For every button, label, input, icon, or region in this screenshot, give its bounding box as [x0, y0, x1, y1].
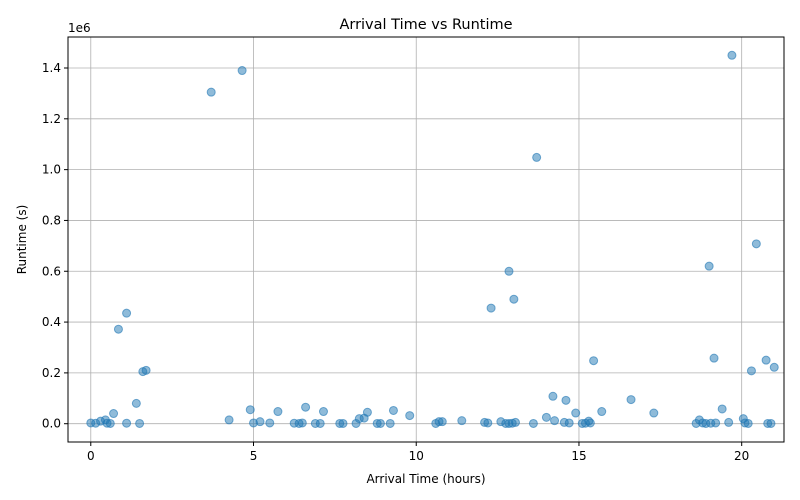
- data-point: [105, 418, 115, 428]
- data-point: [483, 418, 493, 428]
- x-axis-label: Arrival Time (hours): [366, 472, 485, 486]
- y-tick-label: 1.2: [42, 112, 61, 126]
- data-point: [122, 308, 132, 318]
- data-point: [766, 418, 776, 428]
- data-point: [457, 416, 467, 426]
- y-tick-label: 0.4: [42, 315, 61, 329]
- data-point: [486, 303, 496, 313]
- data-point: [571, 408, 581, 418]
- data-point: [255, 417, 265, 427]
- y-tick-label: 0.2: [42, 366, 61, 380]
- data-point: [711, 418, 721, 428]
- data-point: [597, 407, 607, 417]
- x-tick-label: 0: [87, 449, 95, 463]
- data-point: [388, 405, 398, 415]
- points-layer: [86, 50, 779, 428]
- y-axis-label: Runtime (s): [15, 205, 29, 275]
- data-point: [338, 418, 348, 428]
- data-point: [509, 294, 519, 304]
- y-tick-label: 1.0: [42, 163, 61, 177]
- data-point: [717, 404, 727, 414]
- data-point: [122, 418, 132, 428]
- data-point: [528, 418, 538, 428]
- data-point: [626, 395, 636, 405]
- data-point: [709, 353, 719, 363]
- data-point: [265, 418, 275, 428]
- y-tick-label: 0.0: [42, 417, 61, 431]
- data-point: [318, 407, 328, 417]
- data-point: [589, 356, 599, 366]
- data-point: [245, 405, 255, 415]
- plot-area-frame: [67, 36, 785, 443]
- data-point: [724, 417, 734, 427]
- x-tick-label: 20: [734, 449, 749, 463]
- data-point: [405, 411, 415, 421]
- data-point: [273, 407, 283, 417]
- data-point: [727, 50, 737, 60]
- data-point: [746, 366, 756, 376]
- data-point: [224, 415, 234, 425]
- data-point: [751, 239, 761, 249]
- chart-title: Arrival Time vs Runtime: [339, 17, 512, 33]
- data-point: [141, 365, 151, 375]
- data-point: [649, 408, 659, 418]
- data-point: [585, 418, 595, 428]
- x-tick-label: 5: [250, 449, 258, 463]
- tick-layer: 0 5 10 15 20 0.0 0.2 0.4 0.6 0.8 1.0 1.2 1.4: [42, 61, 749, 463]
- data-point: [561, 395, 571, 405]
- data-point: [113, 324, 123, 334]
- grid-layer: [68, 37, 784, 442]
- data-point: [769, 362, 779, 372]
- data-point: [564, 418, 574, 428]
- y-tick-label: 0.8: [42, 213, 61, 227]
- data-point: [761, 355, 771, 365]
- data-point: [301, 402, 311, 412]
- data-point: [362, 407, 372, 417]
- x-tick-label: 10: [409, 449, 424, 463]
- data-point: [532, 152, 542, 162]
- data-point: [743, 418, 753, 428]
- y-tick-label: 0.6: [42, 264, 61, 278]
- data-point: [704, 261, 714, 271]
- x-tick-label: 15: [571, 449, 586, 463]
- data-point: [109, 409, 119, 419]
- data-point: [135, 418, 145, 428]
- data-point: [315, 418, 325, 428]
- data-point: [548, 391, 558, 401]
- data-point: [297, 418, 307, 428]
- y-axis-offset-label: 1e6: [68, 21, 91, 35]
- data-point: [511, 417, 520, 427]
- y-tick-label: 1.4: [42, 61, 61, 75]
- data-point: [385, 418, 395, 428]
- data-point: [550, 416, 560, 426]
- data-point: [206, 87, 216, 97]
- data-point: [541, 412, 551, 422]
- data-point: [131, 398, 141, 408]
- data-point: [504, 266, 514, 276]
- data-point: [375, 418, 385, 428]
- data-point: [237, 66, 247, 76]
- data-point: [437, 417, 447, 427]
